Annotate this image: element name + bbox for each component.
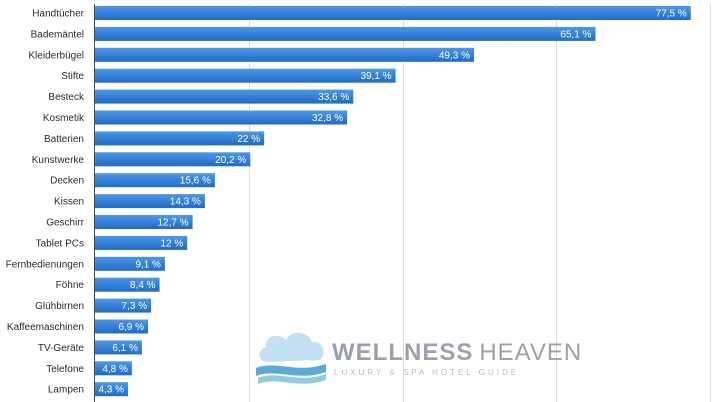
bar (95, 215, 193, 229)
bar (95, 89, 354, 104)
cloud-logo-icon (256, 332, 326, 384)
category-label: Geschirr (46, 218, 84, 229)
bars: Handtücher 77,5 % Bademäntel 65,1 % Kleiderb… (6, 6, 691, 397)
category-label: Decken (50, 176, 84, 187)
category-label: Besteck (48, 92, 85, 103)
category-label: Bademäntel (31, 29, 84, 40)
bar (95, 235, 188, 250)
bar (95, 173, 215, 188)
value-label: 8,4 % (130, 280, 156, 291)
bar (95, 340, 142, 355)
value-label: 6,1 % (112, 343, 138, 354)
bar (95, 26, 596, 41)
bar (95, 110, 348, 125)
category-label: Kosmetik (43, 113, 85, 124)
category-label: Fernbedienungen (6, 259, 84, 270)
category-label: Kleiderbügel (28, 50, 84, 61)
bar (95, 361, 132, 376)
category-label: Kissen (54, 197, 84, 208)
value-label: 12,7 % (157, 218, 188, 229)
category-label: Telefone (46, 364, 84, 375)
bar (95, 382, 129, 397)
value-label: 32,8 % (312, 113, 343, 124)
value-label: 7,3 % (122, 301, 148, 312)
value-label: 9,1 % (135, 259, 161, 270)
bar (95, 47, 474, 62)
value-label: 12 % (160, 238, 183, 249)
category-label: Stifte (61, 71, 84, 82)
bar (95, 131, 265, 146)
watermark: WELLNESS HEAVEN LUXURY & SPA HOTEL GUIDE (256, 332, 582, 384)
bar (95, 152, 251, 167)
bar (95, 277, 160, 292)
value-label: 15,6 % (180, 176, 211, 187)
category-label: Tablet PCs (36, 238, 84, 249)
value-label: 14,3 % (170, 197, 201, 208)
bar (95, 319, 149, 334)
category-label: Lampen (48, 385, 84, 396)
category-label: Kaffeemaschinen (7, 322, 84, 333)
value-label: 20,2 % (215, 155, 246, 166)
category-label: Föhne (56, 280, 85, 291)
watermark-title: WELLNESS HEAVEN (332, 339, 582, 366)
bar (95, 298, 152, 313)
value-label: 77,5 % (656, 9, 687, 20)
category-label: Glühbirnen (35, 301, 84, 312)
category-label: Handtücher (32, 9, 84, 20)
bar (95, 6, 691, 20)
value-label: 6,9 % (118, 322, 144, 333)
value-label: 65,1 % (560, 29, 591, 40)
value-label: 49,3 % (439, 50, 470, 61)
category-label: Batterien (44, 134, 84, 145)
watermark-subtitle: LUXURY & SPA HOTEL GUIDE (334, 368, 519, 377)
category-label: TV-Geräte (38, 343, 85, 354)
value-label: 4,8 % (102, 364, 128, 375)
category-label: Kunstwerke (32, 155, 85, 166)
value-label: 33,6 % (318, 92, 349, 103)
bar (95, 256, 165, 271)
value-label: 39,1 % (360, 71, 391, 82)
value-label: 4,3 % (98, 385, 124, 396)
value-label: 22 % (237, 134, 260, 145)
bar (95, 194, 205, 209)
grid-lines (249, 4, 711, 402)
bar (95, 68, 396, 83)
